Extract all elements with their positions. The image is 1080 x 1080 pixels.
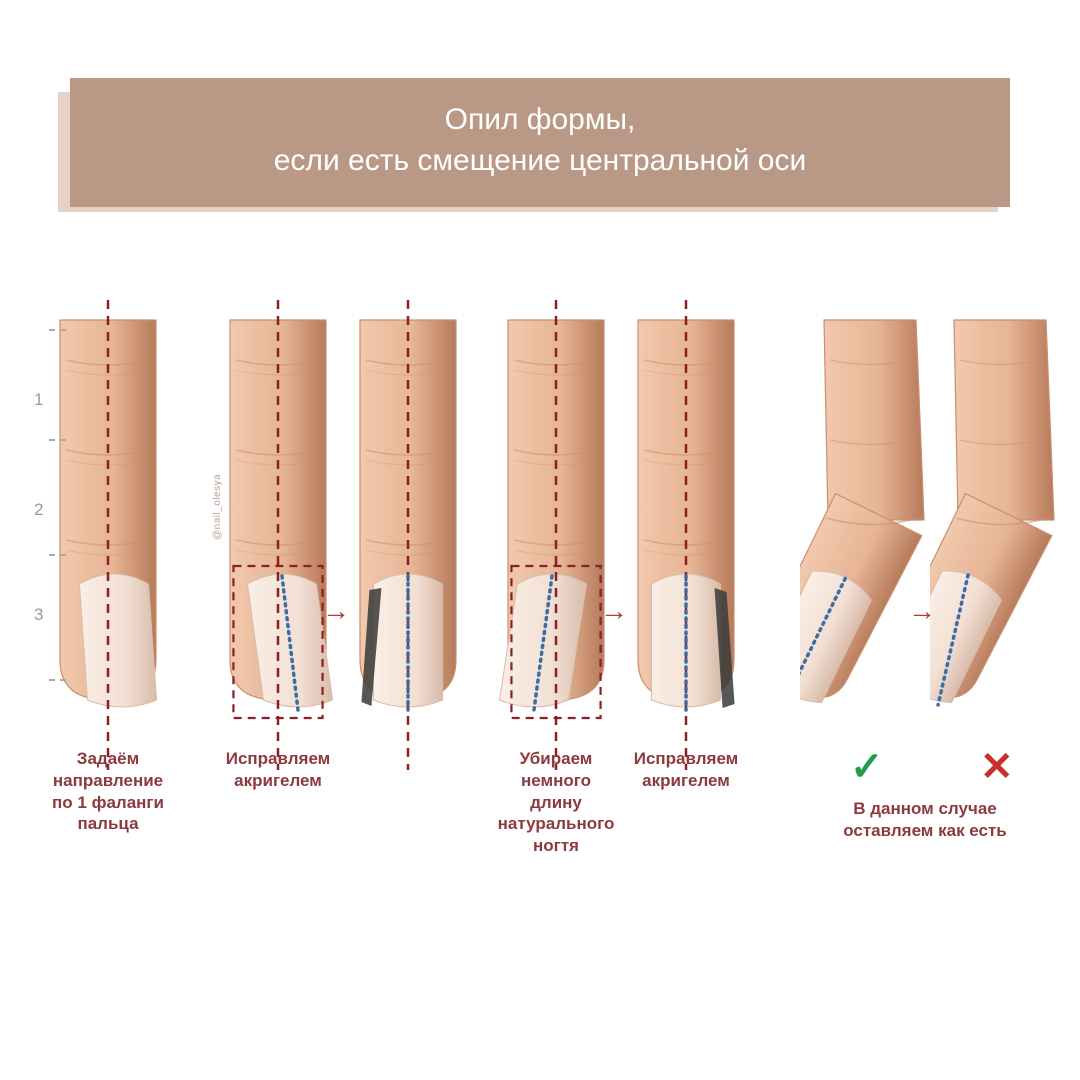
finger-3	[348, 300, 468, 820]
caption-1: Задаём направлениепо 1 фалангипальца	[30, 748, 186, 835]
phalanx-label-3: 3	[34, 605, 43, 625]
finger-4	[496, 300, 616, 820]
check-icon: ✓	[850, 744, 884, 790]
header-title: Опил формы, если есть смещение центральн…	[70, 78, 1010, 207]
caption-2: Исправляемакригелем	[200, 748, 356, 792]
cross-icon: ✕	[980, 744, 1014, 790]
finger-6	[800, 300, 950, 820]
finger-2	[218, 300, 338, 820]
arrow-icon: →	[600, 595, 628, 627]
finger-1	[48, 300, 168, 820]
finger-svg-bent	[930, 300, 1080, 820]
header-banner: Опил формы, если есть смещение центральн…	[70, 78, 1010, 207]
header-line1: Опил формы,	[445, 103, 636, 136]
header-line2: если есть смещение центральной оси	[274, 144, 807, 177]
finger-5	[626, 300, 746, 820]
finger-7	[930, 300, 1080, 820]
finger-svg-bent	[800, 300, 950, 820]
group-caption: В данном случаеоставляем как есть	[800, 798, 1050, 842]
phalanx-label-1: 1	[34, 390, 43, 410]
arrow-icon: →	[322, 595, 350, 627]
finger-svg	[48, 300, 168, 820]
finger-svg	[496, 300, 616, 820]
finger-svg	[626, 300, 746, 820]
finger-svg	[348, 300, 468, 820]
arrow-icon: →	[908, 595, 936, 627]
diagram-area: Задаём направлениепо 1 фалангипальца Исп…	[0, 300, 1080, 860]
caption-5: Исправляемакригелем	[608, 748, 764, 792]
watermark: @nail_olesya	[212, 474, 223, 540]
finger-svg	[218, 300, 338, 820]
phalanx-label-2: 2	[34, 500, 43, 520]
